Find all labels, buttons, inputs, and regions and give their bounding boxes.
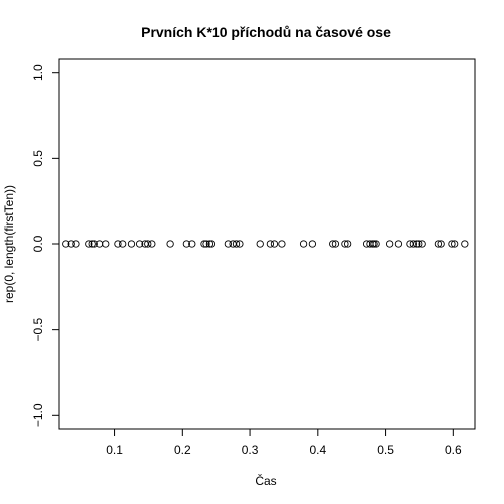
data-point — [308, 240, 317, 248]
x-tick-label: 0.6 — [445, 443, 462, 457]
data-point — [341, 240, 349, 248]
data-point — [329, 240, 337, 248]
data-point — [461, 240, 469, 248]
x-tick-label: 0.3 — [242, 443, 259, 457]
data-point — [448, 240, 456, 248]
data-point — [331, 240, 340, 248]
data-point — [413, 240, 421, 248]
data-point — [67, 240, 75, 248]
data-point — [434, 240, 443, 248]
data-point — [119, 240, 127, 248]
data-point — [207, 240, 216, 248]
data-point — [415, 240, 423, 248]
data-point — [88, 240, 96, 248]
data-point — [135, 240, 144, 248]
chart-title: Prvních K*10 příchodů na časové ose — [141, 24, 391, 40]
data-point — [200, 240, 208, 248]
data-point — [85, 240, 93, 248]
data-point — [343, 240, 352, 248]
y-axis: −1.0 −0.5 0.0 0.5 1.0 — [31, 64, 60, 427]
data-point — [232, 240, 241, 248]
data-point — [72, 240, 80, 248]
data-point — [385, 240, 394, 248]
y-tick-label: 0.5 — [31, 150, 45, 167]
data-point — [148, 240, 156, 248]
data-point — [270, 240, 279, 248]
data-point — [202, 240, 210, 248]
x-tick-label: 0.2 — [174, 443, 191, 457]
data-point — [182, 240, 191, 248]
data-points — [62, 240, 469, 248]
y-axis-label: rep(0, length(firstTen)) — [2, 185, 16, 303]
data-point — [188, 240, 196, 248]
data-point — [394, 240, 403, 248]
data-point — [144, 240, 152, 248]
data-point — [437, 240, 445, 248]
data-point — [166, 240, 174, 248]
y-tick-label: 1.0 — [31, 64, 45, 81]
data-point — [372, 240, 380, 248]
data-point — [114, 240, 122, 248]
data-point — [62, 240, 70, 248]
data-point — [451, 240, 459, 248]
data-point — [90, 240, 98, 248]
data-point — [127, 240, 136, 248]
data-point — [370, 240, 378, 248]
data-point — [299, 240, 308, 248]
data-point — [278, 240, 286, 248]
data-point — [256, 240, 264, 248]
x-axis-label: Čas — [255, 473, 276, 488]
x-axis: 0.1 0.2 0.3 0.4 0.5 0.6 — [106, 428, 462, 457]
data-point — [236, 240, 244, 248]
x-tick-label: 0.5 — [377, 443, 394, 457]
data-point — [224, 240, 233, 248]
data-point — [418, 240, 426, 248]
x-tick-label: 0.4 — [309, 443, 326, 457]
x-tick-label: 0.1 — [106, 443, 123, 457]
data-point — [102, 240, 110, 248]
data-point — [409, 240, 417, 248]
data-point — [266, 240, 275, 248]
data-point — [205, 240, 214, 248]
y-tick-label: 0.0 — [31, 235, 45, 252]
y-tick-label: −0.5 — [31, 317, 45, 341]
y-tick-label: −1.0 — [31, 403, 45, 427]
